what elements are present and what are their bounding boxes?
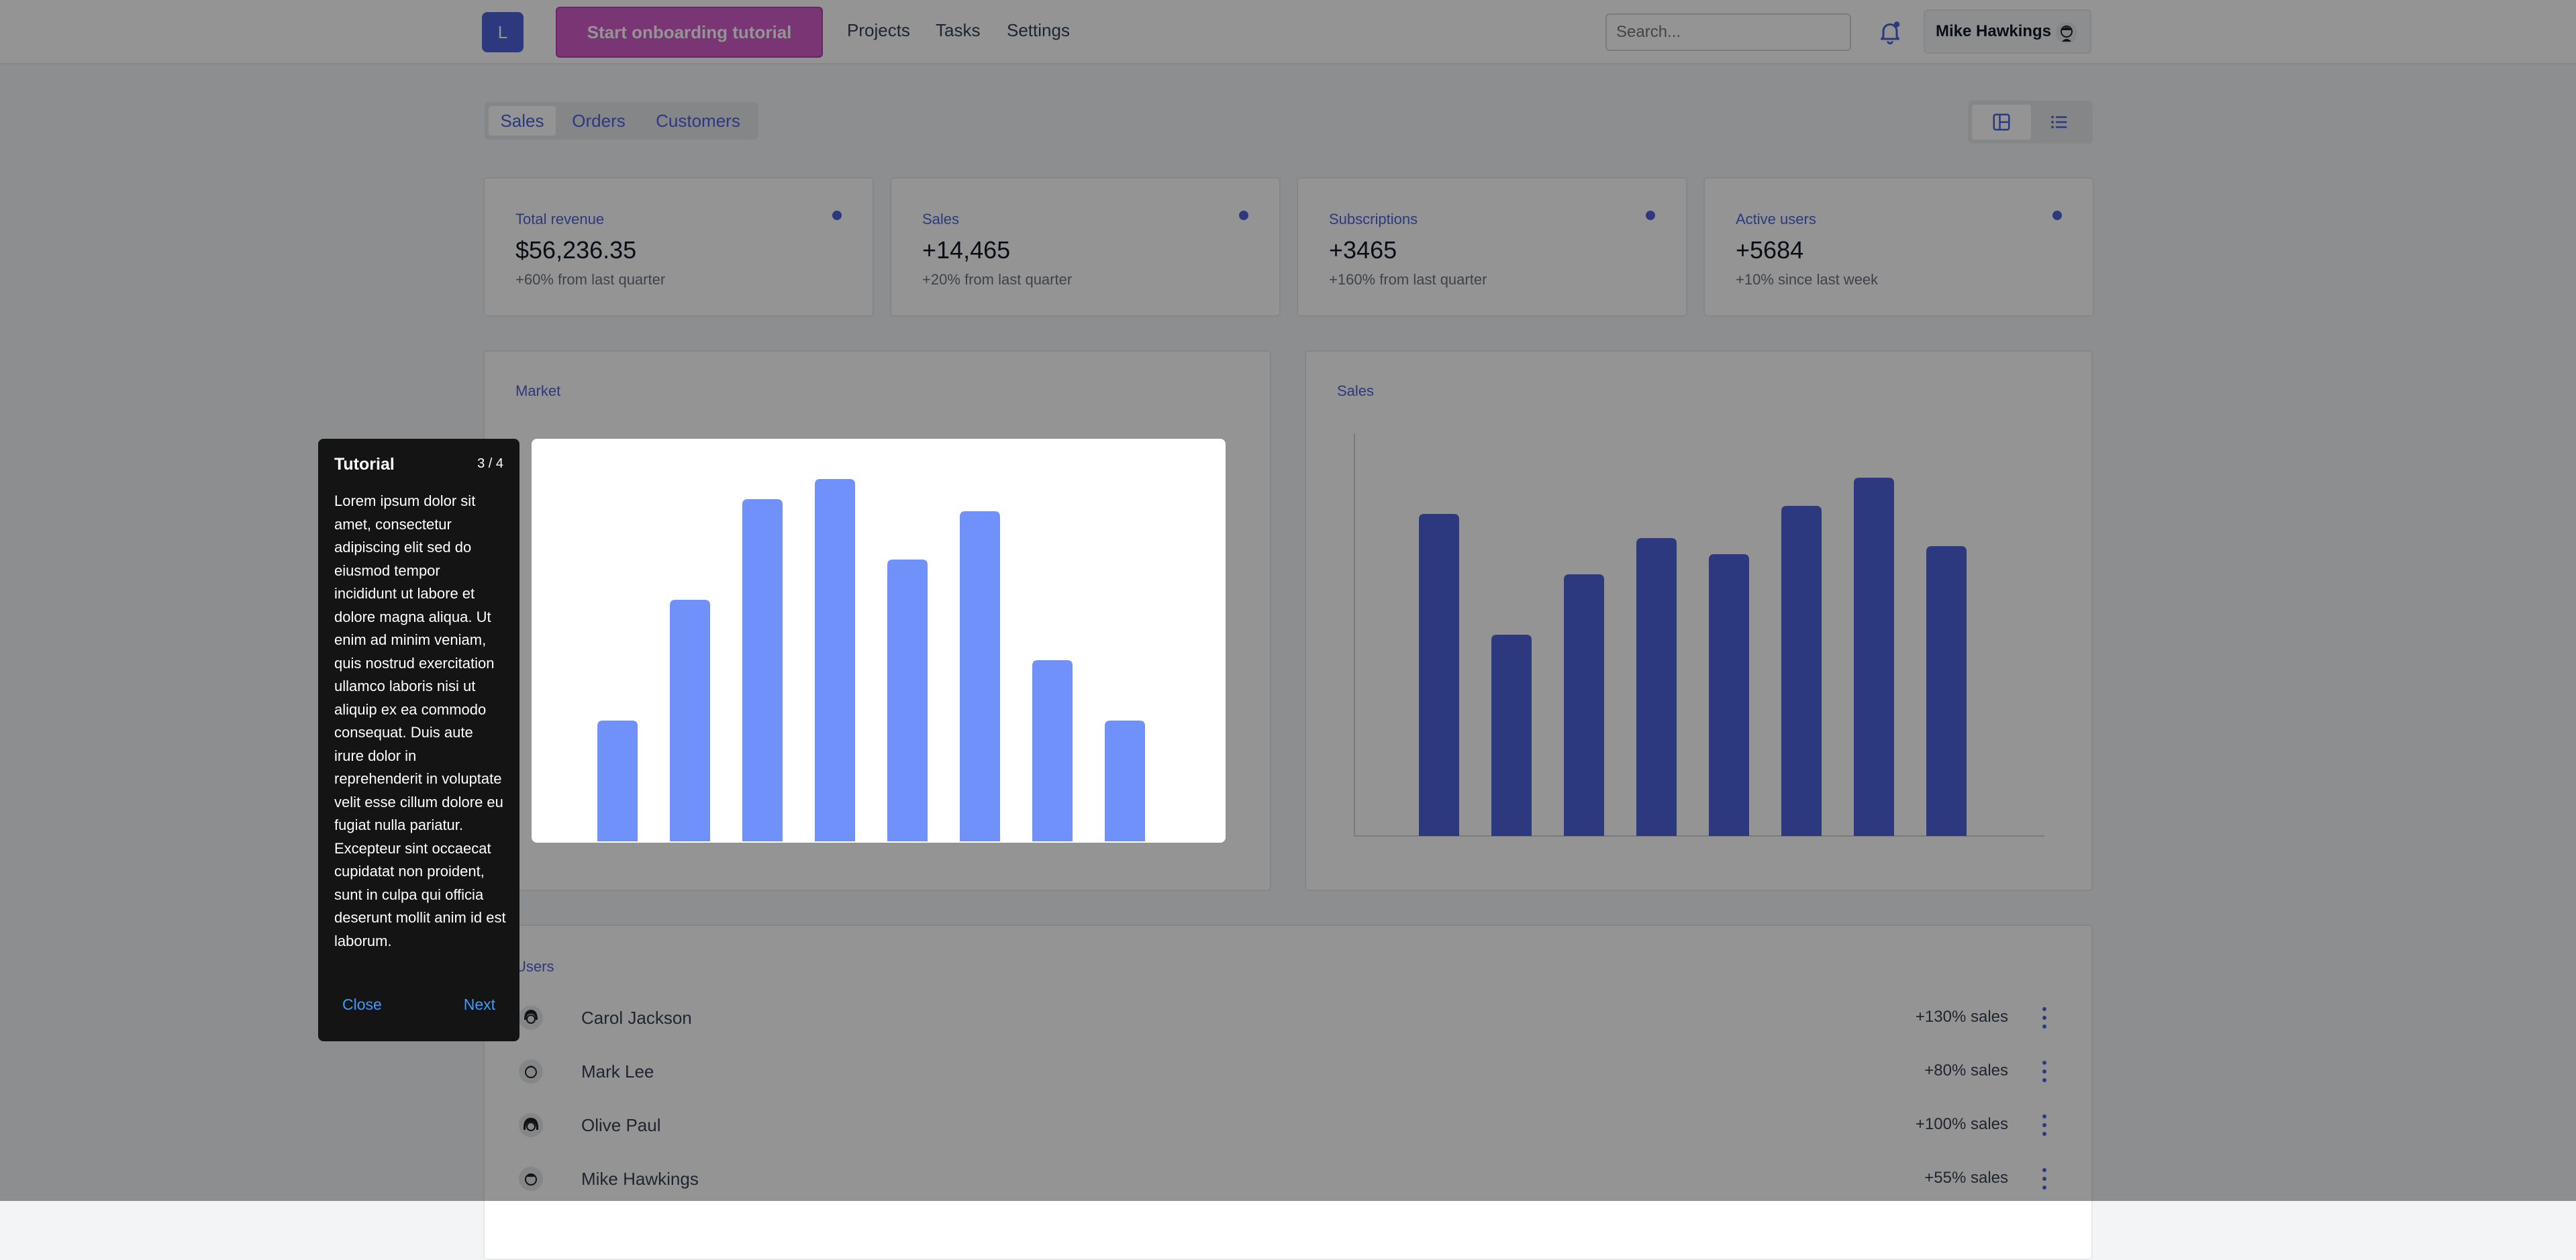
user-row: Mike Hawkings +55% sales	[485, 1153, 2094, 1206]
market-bar-2	[670, 600, 710, 841]
market-bar-3	[742, 499, 783, 841]
more-vertical-icon[interactable]	[2039, 1057, 2050, 1086]
market-bar-1	[597, 721, 638, 841]
tutorial-popover: Tutorial 3 / 4 Lorem ipsum dolor sit ame…	[318, 439, 519, 1041]
user-row-name: Mark Lee	[581, 1061, 654, 1082]
stat-card-active-users: Active users +5684 +10% since last week	[1703, 177, 2094, 317]
section-tabs: Sales Orders Customers	[485, 102, 758, 140]
tab-customers[interactable]: Customers	[656, 110, 740, 131]
stat-change: +160% from last quarter	[1329, 271, 1487, 288]
stat-value: $56,236.35	[515, 236, 637, 264]
search-input[interactable]	[1605, 13, 1851, 51]
grid-view-button[interactable]	[1972, 105, 2031, 140]
sales-bar-8	[1926, 546, 1967, 836]
status-dot-icon	[1239, 211, 1248, 220]
user-menu-button[interactable]: Mike Hawkings	[1924, 9, 2091, 54]
more-vertical-icon[interactable]	[2039, 1004, 2050, 1032]
user-row-sales: +100% sales	[1915, 1115, 2008, 1133]
stat-label: Total revenue	[515, 211, 605, 227]
user-avatar	[2055, 21, 2078, 44]
stat-change: +60% from last quarter	[515, 271, 666, 288]
avatar	[519, 1006, 543, 1030]
tutorial-body: Lorem ipsum dolor sit amet, consectetur …	[334, 492, 506, 949]
tutorial-close-button[interactable]: Close	[342, 996, 382, 1013]
sales-bar-5	[1709, 554, 1749, 836]
user-row-name: Carol Jackson	[581, 1008, 692, 1028]
users-title: Users	[515, 958, 554, 975]
user-row-sales: +55% sales	[1924, 1169, 2008, 1187]
logo-letter: L	[497, 21, 508, 42]
user-name: Mike Hawkings	[1936, 22, 2052, 40]
list-view-button[interactable]	[2030, 105, 2089, 140]
notification-bell-icon[interactable]	[1877, 19, 1903, 46]
avatar	[519, 1059, 543, 1084]
sales-bar-2	[1491, 635, 1532, 836]
market-bar-8	[1105, 721, 1145, 841]
sales-bar-chart	[1354, 433, 2044, 837]
list-icon	[2051, 115, 2067, 129]
stat-card-sales: Sales +14,465 +20% from last quarter	[890, 177, 1281, 317]
tutorial-next-button[interactable]: Next	[463, 996, 495, 1013]
stat-label: Active users	[1736, 211, 1816, 227]
status-dot-icon	[1646, 211, 1655, 220]
tutorial-step-counter: 3 / 4	[477, 456, 503, 471]
user-row-name: Mike Hawkings	[581, 1169, 699, 1189]
sales-bar-7	[1854, 478, 1894, 836]
sales-bar-6	[1781, 506, 1822, 836]
chart-title: Market	[515, 382, 561, 399]
tutorial-title: Tutorial	[334, 455, 395, 474]
start-onboarding-button[interactable]: Start onboarding tutorial	[556, 7, 823, 58]
top-header: L Start onboarding tutorial Projects Tas…	[0, 0, 2576, 64]
nav-tasks[interactable]: Tasks	[936, 20, 981, 40]
layout-grid-icon	[1993, 113, 2010, 131]
stat-value: +5684	[1736, 236, 1804, 264]
app-logo[interactable]: L	[482, 12, 524, 52]
user-row-sales: +130% sales	[1915, 1008, 2008, 1026]
view-toggle	[1968, 101, 2093, 144]
sales-bar-1	[1419, 514, 1459, 836]
nav-projects[interactable]: Projects	[847, 20, 910, 40]
sales-chart-card: Sales	[1305, 350, 2093, 891]
stat-card-revenue: Total revenue $56,236.35 +60% from last …	[483, 177, 874, 317]
user-row-name: Olive Paul	[581, 1115, 661, 1135]
status-dot-icon	[2052, 211, 2062, 220]
market-bar-6	[960, 511, 1000, 841]
tab-sales[interactable]: Sales	[489, 106, 556, 136]
market-bar-chart	[597, 479, 1145, 841]
market-bar-5	[887, 560, 928, 841]
stat-change: +10% since last week	[1736, 271, 1879, 288]
user-row-sales: +80% sales	[1924, 1061, 2008, 1080]
sales-bar-3	[1564, 574, 1604, 836]
avatar	[519, 1113, 543, 1137]
more-vertical-icon[interactable]	[2039, 1111, 2050, 1139]
sales-bar-4	[1636, 538, 1677, 836]
nav-settings[interactable]: Settings	[1007, 20, 1070, 40]
user-row: Mark Lee +80% sales	[485, 1045, 2094, 1099]
user-row: Carol Jackson +130% sales	[485, 992, 2094, 1045]
tab-orders[interactable]: Orders	[572, 110, 626, 131]
stat-value: +3465	[1329, 236, 1397, 264]
market-bar-7	[1032, 660, 1073, 841]
user-row: Olive Paul +100% sales	[485, 1099, 2094, 1153]
stat-value: +14,465	[922, 236, 1011, 264]
more-vertical-icon[interactable]	[2039, 1165, 2050, 1193]
stat-change: +20% from last quarter	[922, 271, 1073, 288]
stat-card-subscriptions: Subscriptions +3465 +160% from last quar…	[1297, 177, 1687, 317]
stat-label: Sales	[922, 211, 960, 227]
market-bar-4	[815, 479, 855, 841]
tutorial-spotlight	[532, 439, 1226, 843]
stat-label: Subscriptions	[1329, 211, 1418, 227]
avatar	[519, 1167, 543, 1191]
chart-title: Sales	[1337, 382, 1375, 399]
status-dot-icon	[832, 211, 842, 220]
